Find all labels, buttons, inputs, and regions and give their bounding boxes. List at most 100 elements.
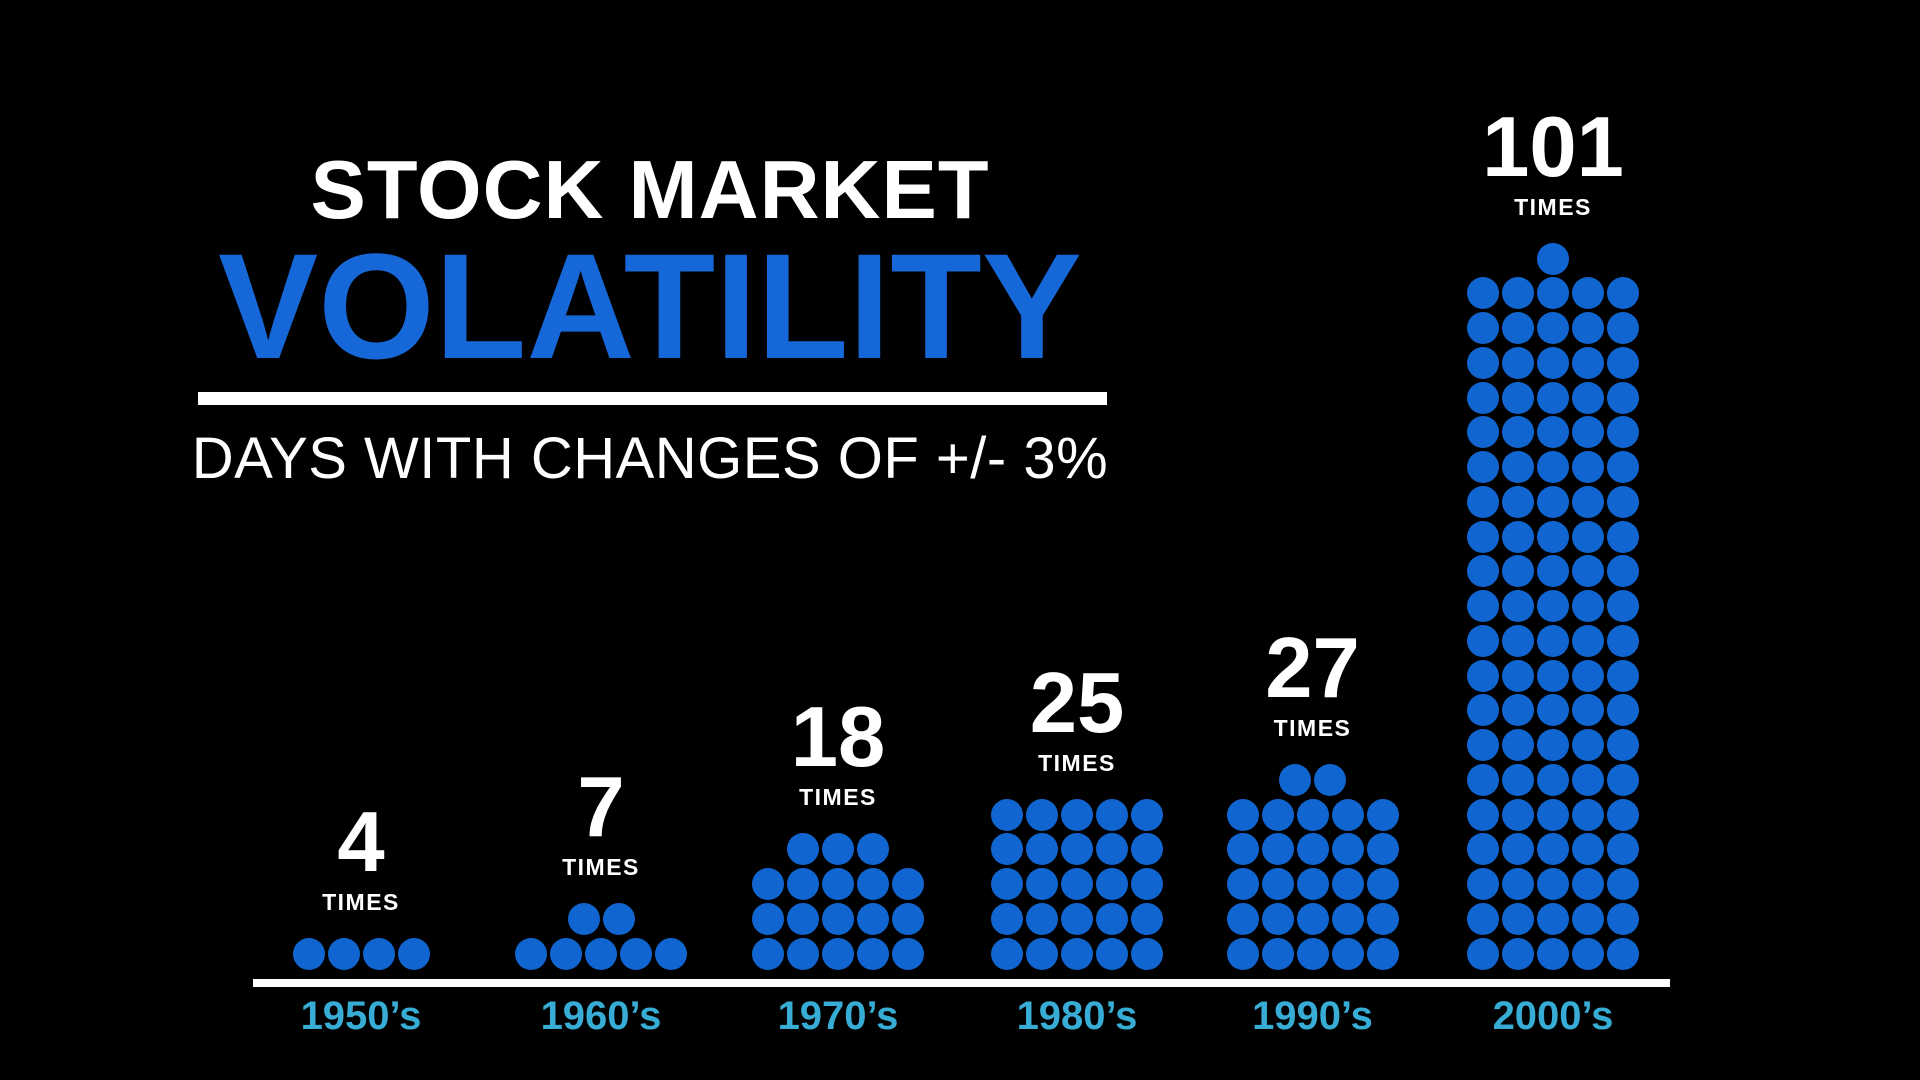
decade-label-1980s: 1980’s — [1016, 994, 1138, 1038]
unit-dot — [1131, 833, 1163, 866]
value-unit-label-1970s: TIMES — [799, 784, 877, 811]
unit-dot — [1572, 485, 1604, 518]
unit-dot — [1026, 902, 1058, 935]
unit-dot — [327, 937, 360, 970]
unit-dot — [1261, 902, 1294, 935]
unit-dot — [1261, 798, 1294, 831]
unit-dot — [1502, 833, 1534, 866]
value-label-1980s: 25 TIMES — [927, 661, 1227, 775]
unit-dot — [1467, 451, 1499, 483]
unit-dot — [1502, 694, 1534, 727]
unit-dot — [1467, 798, 1499, 831]
unit-dot — [1572, 659, 1604, 692]
unit-dot — [1467, 763, 1499, 796]
unit-dot — [1226, 868, 1259, 900]
unit-dot — [787, 833, 819, 866]
unit-dot — [1572, 763, 1604, 796]
unit-dot — [397, 937, 430, 970]
unit-dot — [1131, 798, 1163, 831]
unit-dot — [1502, 520, 1534, 553]
unit-dot — [1467, 590, 1499, 622]
unit-dot — [1572, 590, 1604, 622]
unit-dot — [1061, 868, 1093, 900]
unit-dot — [1226, 902, 1259, 935]
unit-dot — [567, 902, 600, 935]
unit-dot — [1226, 937, 1259, 970]
unit-dot — [1607, 798, 1639, 831]
unit-dot — [1226, 798, 1259, 831]
unit-dot — [1572, 277, 1604, 310]
unit-dot — [1502, 416, 1534, 449]
unit-dot — [1502, 798, 1534, 831]
unit-dot — [1131, 868, 1163, 900]
unit-dot — [1366, 798, 1399, 831]
unit-dot — [1537, 833, 1569, 866]
unit-dot — [1572, 729, 1604, 761]
unit-dot — [1279, 763, 1311, 796]
unit-dot — [1502, 312, 1534, 344]
unit-dot — [1607, 555, 1639, 588]
unit-dot — [362, 937, 395, 970]
unit-dot — [1502, 763, 1534, 796]
unit-dot — [1331, 937, 1364, 970]
title-line-1: STOCK MARKET — [310, 143, 990, 236]
value-number-1980s: 25 — [1029, 655, 1125, 751]
unit-dot — [1026, 868, 1058, 900]
unit-dot — [1537, 902, 1569, 935]
unit-dot — [892, 868, 924, 900]
unit-dot — [1537, 416, 1569, 449]
decade-label-1970s: 1970’s — [777, 994, 899, 1038]
unit-dot — [1061, 798, 1093, 831]
unit-dot — [1366, 868, 1399, 900]
unit-dot — [1572, 694, 1604, 727]
unit-dot — [1607, 520, 1639, 553]
unit-dot — [991, 902, 1023, 935]
unit-dot — [787, 902, 819, 935]
title-line-2: VOLATILITY — [218, 222, 1082, 390]
unit-dot — [1537, 312, 1569, 344]
unit-dot — [991, 798, 1023, 831]
unit-dot — [1131, 902, 1163, 935]
unit-dot — [1537, 485, 1569, 518]
unit-dot — [1331, 868, 1364, 900]
unit-dot — [1296, 937, 1329, 970]
unit-dot — [1467, 277, 1499, 310]
unit-dot — [1607, 902, 1639, 935]
value-unit-label-1980s: TIMES — [1038, 749, 1116, 776]
unit-dot — [1572, 555, 1604, 588]
unit-dot — [1366, 937, 1399, 970]
value-label-1970s: 18 TIMES — [688, 695, 988, 809]
value-unit-label-2000s: TIMES — [1514, 193, 1592, 220]
unit-dot — [1537, 451, 1569, 483]
unit-dot — [1572, 520, 1604, 553]
unit-dot — [1572, 381, 1604, 414]
unit-dot — [1537, 590, 1569, 622]
unit-dot — [991, 833, 1023, 866]
unit-dot — [822, 868, 854, 900]
value-label-1950s: 4 TIMES — [211, 800, 511, 914]
unit-dot — [1296, 833, 1329, 866]
unit-dot — [1096, 833, 1128, 866]
unit-dot — [620, 937, 652, 970]
unit-dot — [822, 937, 854, 970]
value-label-1990s: 27 TIMES — [1163, 626, 1463, 740]
unit-dot — [1296, 798, 1329, 831]
unit-dot — [1467, 485, 1499, 518]
unit-dot — [1261, 868, 1294, 900]
unit-dot — [1502, 485, 1534, 518]
unit-dot — [1572, 902, 1604, 935]
value-unit-label-1960s: TIMES — [562, 853, 640, 880]
unit-dot — [1467, 624, 1499, 657]
unit-dot — [1607, 312, 1639, 344]
unit-dot — [1607, 451, 1639, 483]
unit-dot — [787, 937, 819, 970]
unit-dot — [1572, 937, 1604, 970]
unit-dot — [1502, 659, 1534, 692]
unit-dot — [1607, 729, 1639, 761]
unit-dot — [1096, 902, 1128, 935]
value-number-2000s: 101 — [1482, 99, 1624, 195]
unit-dot — [1467, 902, 1499, 935]
unit-dot — [892, 902, 924, 935]
unit-dot — [1607, 659, 1639, 692]
value-label-1960s: 7 TIMES — [451, 765, 751, 879]
